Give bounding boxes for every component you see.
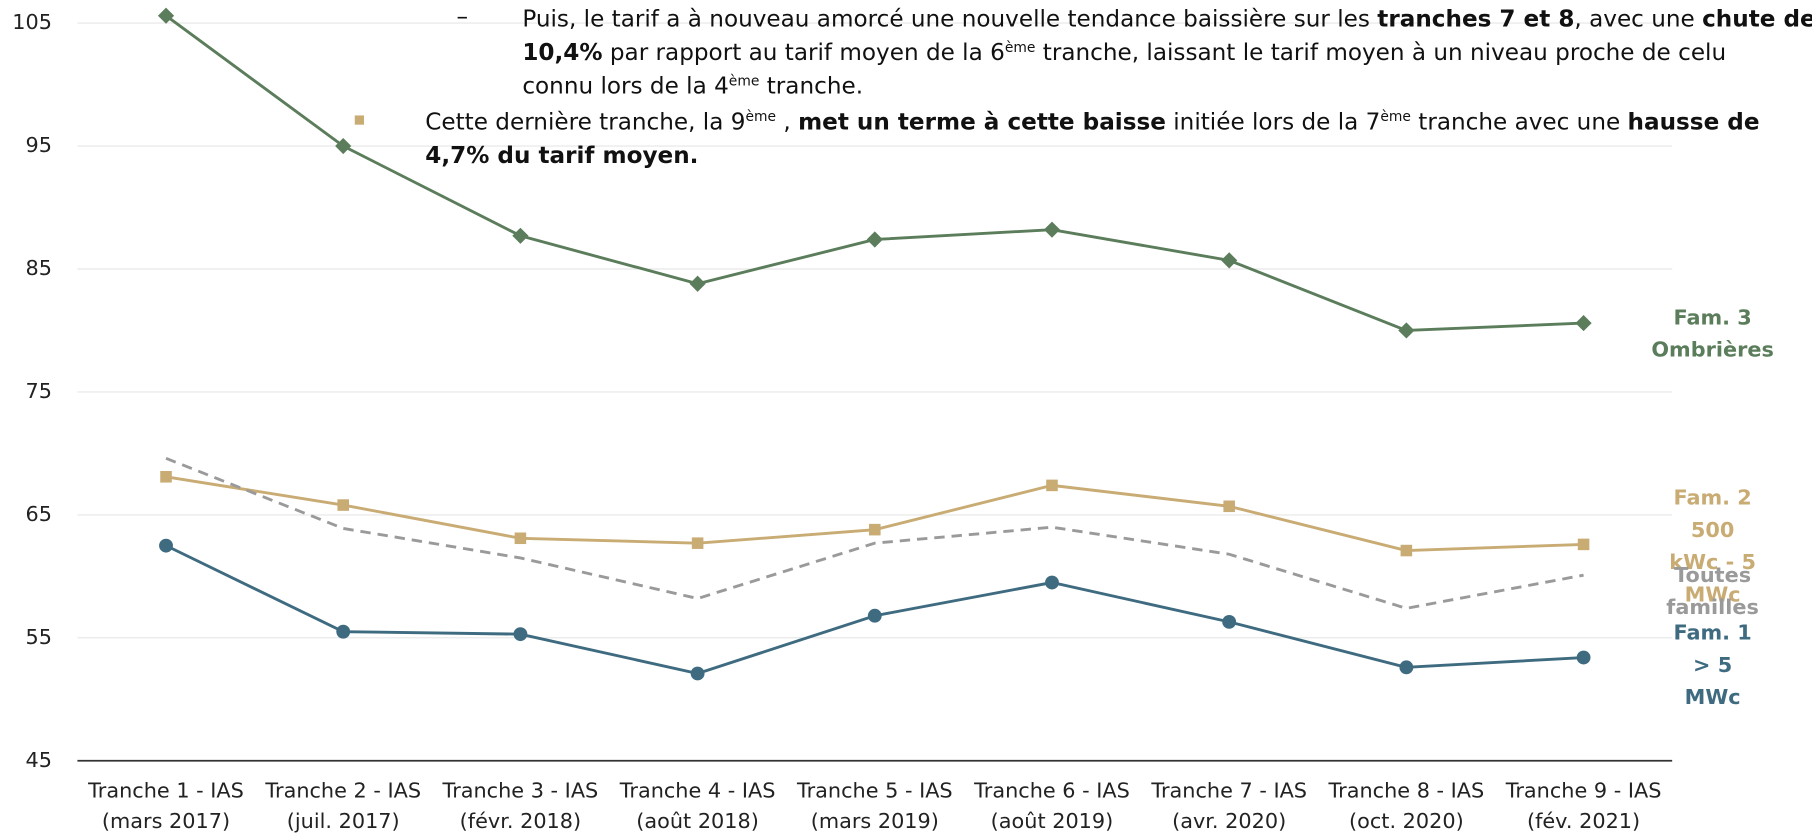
text: connu lors de la 4 [522, 71, 729, 100]
point [1575, 315, 1592, 332]
series-line [165, 475, 1584, 553]
annotation: Cette dernière tranche, la 9ème , met un… [425, 105, 1800, 172]
series-label: Fam. 1 > 5 MWc [1673, 621, 1752, 711]
point [689, 275, 706, 292]
text: met un terme à cette baisse [798, 107, 1166, 136]
y-tick-label: 45 [26, 748, 52, 772]
annotation: Puis, le tarif a à nouveau amorcé une no… [522, 2, 1812, 102]
series-line [165, 456, 1584, 610]
y-tick-label: 75 [26, 379, 52, 403]
text: Puis, le tarif a à nouveau amorcé une no… [522, 4, 1378, 33]
text: , avec une [1574, 4, 1703, 33]
text: ème [745, 108, 777, 125]
x-tick-label: Tranche 7 - IAS (avr. 2020) [1151, 779, 1308, 834]
point [337, 499, 349, 511]
text: tranches 7 et 8 [1377, 4, 1575, 33]
y-tick-label: 55 [26, 625, 52, 649]
bullet [354, 115, 365, 125]
point [1223, 500, 1235, 513]
bullet: – [456, 2, 469, 31]
series-label: Fam. 2 500 kWc - 5 MWc [1669, 486, 1756, 608]
y-tick-label: 95 [26, 133, 52, 157]
point [1398, 322, 1415, 339]
x-tick-label: Tranche 3 - IAS (févr. 2018) [442, 779, 599, 834]
x-tick-label: Tranche 4 - IAS (août 2018) [619, 779, 776, 834]
point [514, 532, 527, 545]
x-tick-label: Tranche 8 - IAS (oct. 2020) [1328, 779, 1485, 834]
point [335, 137, 352, 155]
text: ème [728, 72, 760, 89]
point [1043, 221, 1061, 238]
y-tick-label: 65 [26, 502, 52, 526]
x-tick-label: Tranche 6 - IAS (août 2019) [974, 779, 1130, 834]
point [690, 666, 705, 681]
text: ème [1004, 39, 1036, 56]
point [1577, 538, 1590, 551]
x-tick-label: Tranche 9 - IAS (fév. 2021) [1505, 779, 1662, 834]
text: hausse de 4,7% du tarif moyen. [425, 107, 1760, 169]
point [336, 624, 351, 639]
point [1046, 479, 1058, 492]
point [160, 471, 172, 483]
point [1221, 252, 1238, 269]
point [1399, 660, 1414, 675]
series-label: Fam. 3 Ombrières [1651, 305, 1774, 363]
y-tick-label: 85 [26, 256, 52, 280]
text: tranche avec une [1410, 107, 1628, 136]
point [1576, 650, 1591, 665]
point [157, 7, 175, 24]
point [866, 231, 883, 248]
point [1045, 575, 1059, 590]
text: Cette dernière tranche, la 9 [425, 107, 746, 136]
point [513, 627, 528, 642]
text: chute de 10,4% [522, 4, 1812, 66]
text: ème [1380, 108, 1411, 125]
text: tranche, laissant le tarif moyen à un ni… [1035, 38, 1727, 66]
x-tick-label: Tranche 5 - IAS (mars 2019) [796, 779, 953, 834]
point [1400, 544, 1413, 557]
series-label: Toutes familles [1666, 563, 1759, 620]
point [159, 538, 173, 553]
text: par rapport au tarif moyen de la 6 [602, 38, 1005, 66]
text: initiée lors de la 7 [1165, 107, 1381, 136]
x-tick-label: Tranche 2 - IAS (juil. 2017) [265, 779, 422, 834]
y-tick-label: 105 [12, 10, 52, 34]
point [869, 523, 881, 536]
x-tick-label: Tranche 1 - IAS (mars 2017) [88, 779, 244, 834]
point [691, 537, 704, 549]
point [1222, 614, 1237, 629]
text: tranche. [759, 71, 864, 100]
text: , [776, 107, 799, 136]
point [867, 608, 882, 623]
point [512, 227, 529, 244]
